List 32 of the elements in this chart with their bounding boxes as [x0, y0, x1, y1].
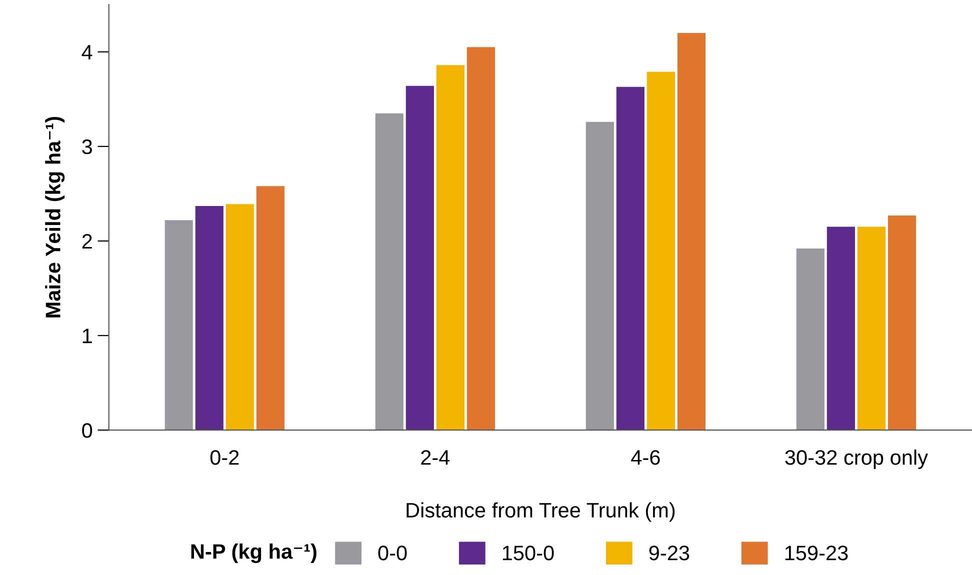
x-tick-label: 30-32 crop only — [785, 450, 928, 469]
y-tick-label: 0 — [82, 423, 92, 438]
bar — [796, 248, 824, 430]
bar — [888, 215, 916, 430]
y-tick-label: 2 — [82, 234, 92, 249]
bar — [586, 122, 614, 430]
y-tick-label: 3 — [82, 139, 92, 154]
bar — [164, 220, 193, 430]
bar — [826, 226, 855, 430]
x-tick-label: 2-4 — [421, 450, 450, 465]
bar — [466, 47, 495, 430]
y-tick-label: 4 — [82, 45, 92, 60]
legend-title: N-P (kg ha⁻¹) — [191, 544, 316, 564]
bar — [406, 86, 434, 430]
bar — [857, 226, 886, 430]
y-axis-title: Maize Yeild (kg ha⁻¹) — [45, 116, 65, 318]
y-tick-label: 1 — [82, 328, 92, 344]
legend-label: 9-23 — [649, 546, 690, 560]
bar — [226, 204, 254, 430]
x-axis-title: Distance from Tree Trunk (m) — [406, 502, 675, 522]
bar — [436, 65, 464, 430]
legend-label: 150-0 — [502, 546, 554, 560]
legend-label: 0-0 — [378, 546, 407, 560]
bar — [256, 186, 284, 430]
legend-label: 159-23 — [785, 546, 848, 560]
bar — [195, 206, 224, 430]
x-tick-label: 4-6 — [631, 450, 660, 465]
bar — [375, 113, 404, 430]
bar — [616, 86, 644, 430]
bar — [646, 72, 675, 430]
bar — [677, 32, 706, 430]
x-tick-label: 0-2 — [210, 450, 239, 465]
